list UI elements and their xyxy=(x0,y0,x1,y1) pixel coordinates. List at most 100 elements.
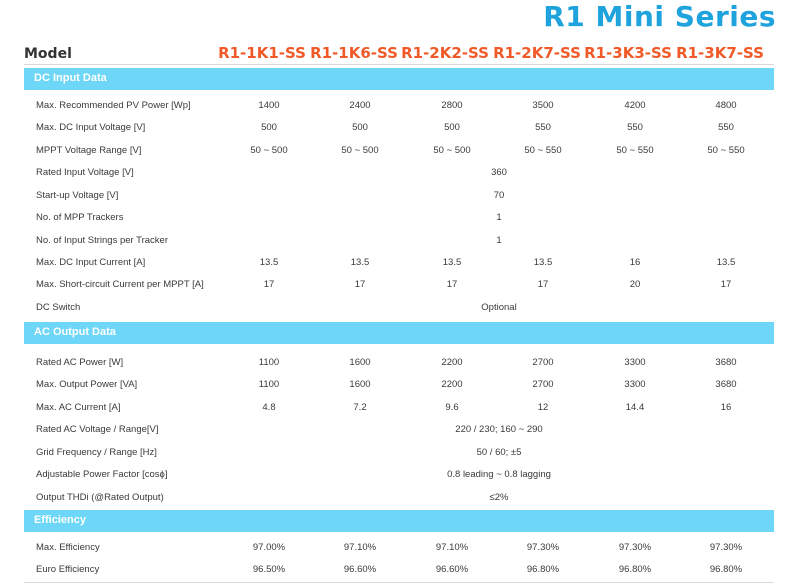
spec-value: 96.60% xyxy=(343,564,377,575)
spec-value: 50 ~ 550 xyxy=(524,145,562,156)
spec-value: 13.5 xyxy=(442,257,462,268)
spec-value: 14.4 xyxy=(625,402,645,413)
section-title: DC Input Data xyxy=(34,72,107,84)
spec-value: 9.6 xyxy=(445,402,459,413)
spec-row-euro-efficiency: Euro Efficiency 96.50% 96.60% 96.60% 96.… xyxy=(24,559,774,581)
model-name-r1-3k7-ss: R1-3K7-SS xyxy=(676,44,764,62)
spec-row-input-strings: No. of Input Strings per Tracker 1 xyxy=(24,230,774,252)
spec-value: 0.8 leading ~ 0.8 lagging xyxy=(447,469,551,480)
spec-row-max-output-power: Max. Output Power [VA] 1100 1600 2200 27… xyxy=(24,374,774,396)
model-name-r1-2k7-ss: R1-2K7-SS xyxy=(493,44,581,62)
spec-label: Max. Short-circuit Current per MPPT [A] xyxy=(36,279,204,290)
spec-value: 12 xyxy=(537,402,549,413)
spec-label: Max. AC Current [A] xyxy=(36,402,121,413)
spec-value: 4800 xyxy=(715,100,737,111)
spec-value: 500 xyxy=(261,122,277,133)
spec-row-rated-ac-voltage: Rated AC Voltage / Range[V] 220 / 230; 1… xyxy=(24,419,774,441)
spec-row-rated-ac-power: Rated AC Power [W] 1100 1600 2200 2700 3… xyxy=(24,352,774,374)
spec-value: 2800 xyxy=(441,100,463,111)
spec-label: Rated AC Voltage / Range[V] xyxy=(36,424,159,435)
spec-row-mppt-range: MPPT Voltage Range [V] 50 ~ 500 50 ~ 500… xyxy=(24,140,774,162)
spec-row-max-sc-current: Max. Short-circuit Current per MPPT [A] … xyxy=(24,274,774,296)
spec-value: 1600 xyxy=(349,357,371,368)
spec-value: 96.60% xyxy=(435,564,469,575)
spec-value: 13.5 xyxy=(259,257,279,268)
spec-value: 1100 xyxy=(258,379,280,390)
spec-row-startup-voltage: Start-up Voltage [V] 70 xyxy=(24,185,774,207)
spec-value: 96.50% xyxy=(252,564,286,575)
spec-value: 550 xyxy=(718,122,734,133)
spec-value: 17 xyxy=(263,279,275,290)
spec-label: Adjustable Power Factor [cosϕ] xyxy=(36,469,168,480)
spec-value: 500 xyxy=(352,122,368,133)
spec-label: Max. Output Power [VA] xyxy=(36,379,138,390)
spec-value: 97.10% xyxy=(435,542,469,553)
spec-value: 4200 xyxy=(624,100,646,111)
spec-row-max-dc-current: Max. DC Input Current [A] 13.5 13.5 13.5… xyxy=(24,252,774,274)
spec-value: 50 / 60; ±5 xyxy=(476,447,522,458)
spec-value: 17 xyxy=(537,279,549,290)
spec-value: 97.10% xyxy=(343,542,377,553)
spec-value: 97.30% xyxy=(526,542,560,553)
spec-value: 50 ~ 500 xyxy=(341,145,379,156)
spec-label: No. of Input Strings per Tracker xyxy=(36,235,169,246)
spec-value: 3680 xyxy=(715,379,737,390)
spec-value: 13.5 xyxy=(716,257,736,268)
spec-value: 13.5 xyxy=(533,257,553,268)
spec-label: Rated AC Power [W] xyxy=(36,357,124,368)
spec-value: 3300 xyxy=(624,379,646,390)
spec-value: 4.8 xyxy=(262,402,276,413)
spec-value: 3680 xyxy=(715,357,737,368)
spec-label: DC Switch xyxy=(36,302,81,313)
section-header-efficiency: Efficiency xyxy=(24,510,774,532)
spec-value: Optional xyxy=(481,302,517,313)
spec-row-mpp-trackers: No. of MPP Trackers 1 xyxy=(24,207,774,229)
spec-value: 1600 xyxy=(349,379,371,390)
spec-value: 1 xyxy=(496,212,502,223)
table-bottom-divider xyxy=(24,582,774,583)
spec-label: MPPT Voltage Range [V] xyxy=(36,145,142,156)
spec-label: Max. Efficiency xyxy=(36,542,100,553)
section-header-dc-input: DC Input Data xyxy=(24,68,774,90)
spec-row-power-factor: Adjustable Power Factor [cosϕ] 0.8 leadi… xyxy=(24,464,774,486)
spec-row-max-dc-voltage: Max. DC Input Voltage [V] 500 500 500 55… xyxy=(24,117,774,139)
spec-value: 1100 xyxy=(258,357,280,368)
spec-label: Euro Efficiency xyxy=(36,564,100,575)
spec-value: 50 ~ 550 xyxy=(707,145,745,156)
spec-row-output-thdi: Output THDi (@Rated Output) ≤2% xyxy=(24,487,774,509)
header-divider xyxy=(24,64,774,65)
spec-value: 16 xyxy=(720,402,732,413)
spec-value: 360 xyxy=(491,167,507,178)
spec-value: 50 ~ 500 xyxy=(433,145,471,156)
model-name-r1-3k3-ss: R1-3K3-SS xyxy=(584,44,672,62)
spec-label: Max. DC Input Current [A] xyxy=(36,257,146,268)
spec-label: Max. Recommended PV Power [Wp] xyxy=(36,100,191,111)
spec-label: Output THDi (@Rated Output) xyxy=(36,492,164,503)
spec-value: 1 xyxy=(496,235,502,246)
spec-value: 16 xyxy=(629,257,641,268)
spec-value: 220 / 230; 160 ~ 290 xyxy=(455,424,543,435)
spec-value: 2400 xyxy=(349,100,371,111)
spec-value: 3300 xyxy=(624,357,646,368)
spec-value: 96.80% xyxy=(618,564,652,575)
spec-label: Rated Input Voltage [V] xyxy=(36,167,134,178)
spec-value: 550 xyxy=(627,122,643,133)
model-name-r1-1k1-ss: R1-1K1-SS xyxy=(218,44,306,62)
spec-value: 50 ~ 500 xyxy=(250,145,288,156)
spec-value: 97.00% xyxy=(252,542,286,553)
model-header-row: Model R1-1K1-SS R1-1K6-SS R1-2K2-SS R1-2… xyxy=(24,44,774,66)
spec-value: 17 xyxy=(720,279,732,290)
spec-value: 17 xyxy=(446,279,458,290)
spec-value: 50 ~ 550 xyxy=(616,145,654,156)
series-title: R1 Mini Series xyxy=(543,0,776,33)
spec-value: 500 xyxy=(444,122,460,133)
spec-label: Grid Frequency / Range [Hz] xyxy=(36,447,157,458)
spec-value: 97.30% xyxy=(709,542,743,553)
spec-row-max-efficiency: Max. Efficiency 97.00% 97.10% 97.10% 97.… xyxy=(24,537,774,559)
model-name-r1-2k2-ss: R1-2K2-SS xyxy=(401,44,489,62)
spec-value: 70 xyxy=(493,190,505,201)
spec-value: 550 xyxy=(535,122,551,133)
spec-value: 97.30% xyxy=(618,542,652,553)
spec-row-max-pv-power: Max. Recommended PV Power [Wp] 1400 2400… xyxy=(24,95,774,117)
spec-value: 17 xyxy=(354,279,366,290)
